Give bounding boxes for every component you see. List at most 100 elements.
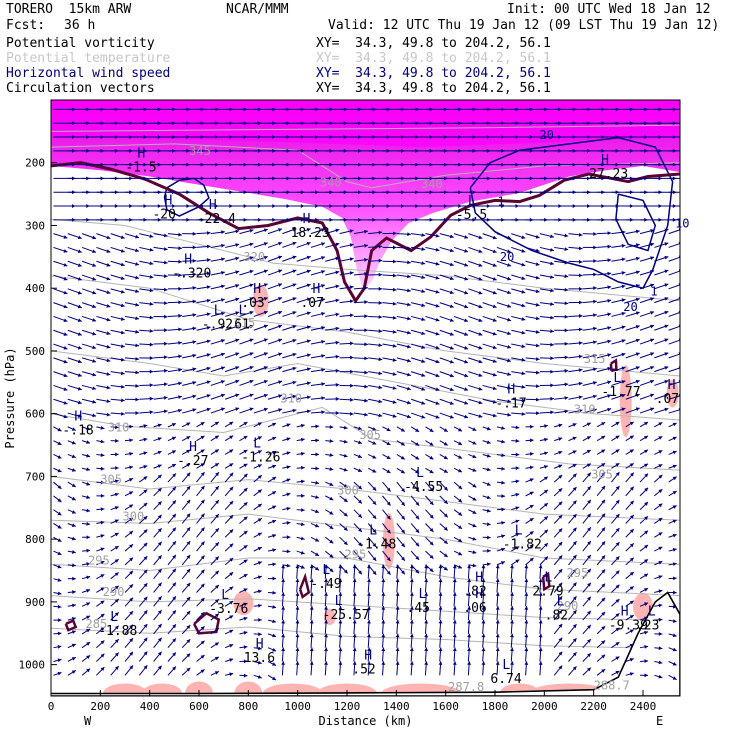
wind-vector-head [100, 480, 105, 485]
wind-vector-head [486, 453, 491, 458]
wind-vector-head [564, 368, 569, 373]
wind-vector-head [157, 541, 162, 546]
theta-label: 310 [108, 420, 130, 434]
wind-vector-head [295, 606, 300, 610]
wind-vector-head [495, 633, 500, 638]
wind-vector-head [438, 578, 443, 583]
wind-vector-head [206, 407, 211, 412]
wind-vector-head [143, 665, 148, 670]
wind-vector-head [478, 304, 483, 309]
wind-vector-head [407, 288, 411, 293]
wind-vector-head [335, 312, 340, 317]
wind-vector-head [536, 397, 540, 402]
wind-vector-head [106, 372, 111, 376]
wind-vector-head [615, 421, 620, 426]
wind-vector-head [200, 669, 205, 674]
wind-vector-head [206, 339, 211, 344]
wind-vector-head [329, 553, 334, 558]
wind-vector-head [572, 624, 577, 629]
extremum-mark: H [601, 153, 609, 168]
wind-vector-head [478, 414, 483, 418]
wind-vector-head [421, 317, 426, 322]
wind-vector-head [458, 485, 463, 490]
wind-vector-head [495, 564, 500, 569]
wind-vector-head [672, 619, 677, 623]
wind-vector-head [672, 422, 677, 427]
wind-vector-head [521, 398, 526, 403]
wind-vector-head [272, 505, 277, 510]
wind-vector-head [200, 569, 205, 574]
wind-vector-head [378, 244, 383, 249]
wind-vector-head [421, 247, 426, 251]
wind-vector-head [106, 399, 111, 403]
wind-vector-head [615, 435, 620, 440]
wind-vector-head [507, 385, 511, 390]
wind-vector-head [235, 338, 240, 343]
wind-vector-head [357, 468, 362, 473]
wind-vector-head [678, 380, 680, 384]
wind-vector-head [206, 298, 211, 303]
wind-vector-head [401, 556, 405, 561]
wind-vector-head [57, 455, 62, 459]
wind-vector-head [392, 315, 397, 320]
wind-vector-head [621, 311, 626, 316]
wind-vector-head [424, 661, 429, 665]
wind-vector-head [100, 574, 105, 578]
wind-vector-head [672, 647, 677, 652]
wind-vector-head [63, 235, 68, 239]
wind-vector-head [229, 421, 234, 426]
wind-vector-head [163, 247, 168, 251]
wind-vector-head [629, 572, 634, 576]
wind-vector-head [381, 647, 386, 652]
wind-vector-head [381, 564, 386, 569]
wind-vector-head [478, 249, 483, 253]
wind-vector-head [92, 263, 97, 267]
wind-vector-head [586, 463, 591, 468]
wind-vector-head [192, 340, 197, 345]
wind-vector-head [658, 503, 663, 508]
wind-vector-head [392, 329, 397, 334]
wind-vector-head [658, 617, 663, 622]
wind-vector-head [464, 262, 469, 267]
wind-vector-head [172, 568, 176, 573]
wind-vector-head [300, 465, 305, 470]
wind-vector-head [529, 465, 534, 470]
wind-vector-head [215, 556, 219, 561]
wind-vector-head [157, 637, 162, 642]
wind-vector-head [321, 396, 325, 401]
wind-vector-head [578, 368, 583, 373]
wind-vector-head [57, 441, 62, 445]
extremum-value: .52 [352, 662, 375, 677]
wind-vector-head [635, 256, 640, 261]
wind-vector-head [644, 502, 649, 506]
wind-vector-head [106, 249, 111, 253]
wind-vector-head [687, 177, 691, 181]
wind-vector-head [421, 233, 426, 237]
wind-vector-head [521, 344, 526, 349]
wind-vector-head [650, 229, 655, 233]
wind-vector-head [263, 379, 268, 384]
wind-vector-head [114, 559, 119, 563]
wind-vector-head [507, 412, 511, 417]
wind-vector-head [472, 427, 477, 431]
wind-vector-head [644, 573, 649, 578]
theta-label: 290 [103, 585, 125, 599]
wind-vector-head [521, 330, 526, 335]
wind-vector-head [206, 380, 211, 385]
wind-vector-head [106, 317, 111, 322]
wind-vector-head [438, 592, 443, 596]
wind-vector-head [650, 242, 655, 247]
wind-vector-head [521, 249, 526, 253]
wind-vector-head [443, 553, 448, 557]
wind-vector-head [378, 371, 383, 376]
circulation-vectors [53, 107, 691, 681]
wind-vector-head [615, 570, 620, 575]
wind-vector-head [364, 384, 368, 389]
wind-vector-head [615, 642, 620, 646]
wind-vector-head [558, 610, 563, 615]
wind-vector-head [306, 228, 311, 232]
wind-vector-head [249, 242, 254, 247]
wind-vector-head [272, 562, 277, 567]
wind-vector-head [324, 578, 328, 583]
wind-vector-head [186, 582, 191, 587]
